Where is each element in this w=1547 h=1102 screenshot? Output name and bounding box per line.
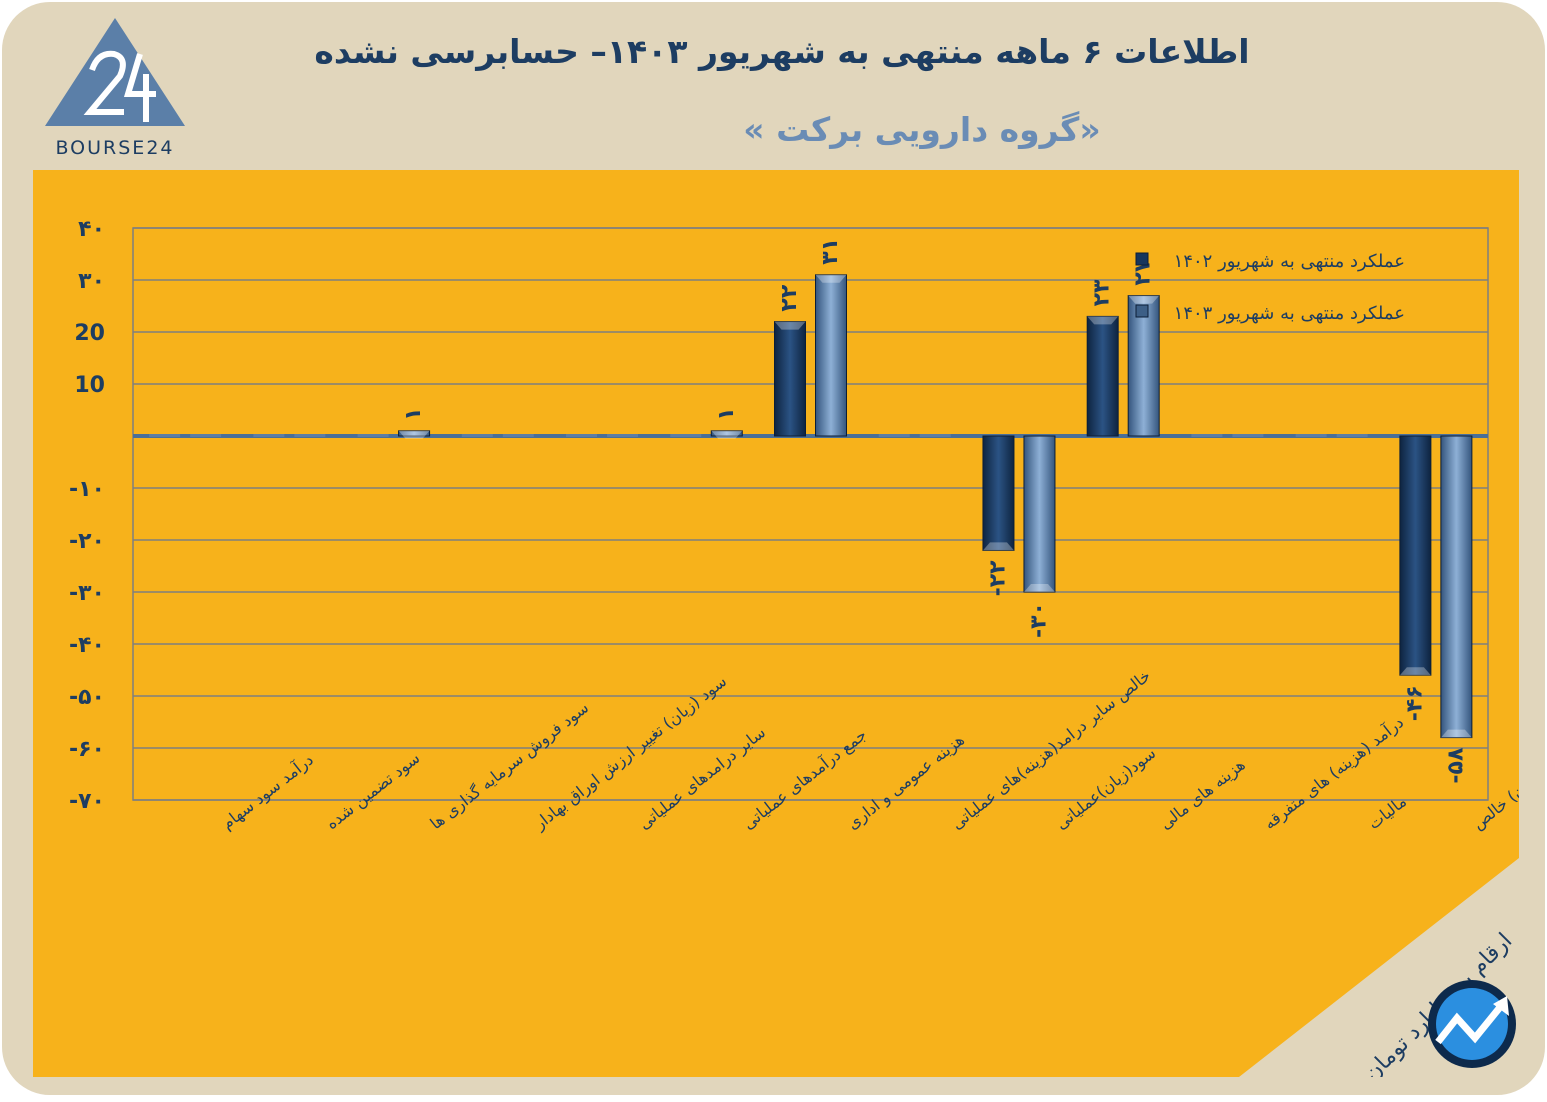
chart-trend-icon (1428, 980, 1516, 1068)
legend-label: عملکرد منتهی به شهریور ۱۴۰۲ (1174, 251, 1405, 272)
data-label: -۳۰ (1026, 602, 1051, 638)
bar (190, 434, 222, 437)
logo-four-glyph (123, 53, 156, 122)
bar (294, 434, 326, 437)
bar (398, 430, 431, 437)
logo-two-glyph (83, 50, 126, 115)
bar (878, 434, 910, 437)
bar-bevel (982, 542, 1014, 551)
bar (1086, 315, 1119, 437)
bar (774, 321, 806, 437)
y-tick-label: -۶۰ (69, 737, 105, 762)
bar (1336, 434, 1368, 437)
bar (982, 435, 1015, 551)
bar (1440, 435, 1473, 739)
bar-bevel (815, 274, 847, 283)
data-label: -۴۶ (1402, 685, 1427, 721)
y-tick-label: ۴۰ (78, 217, 105, 242)
legend-marker (1135, 304, 1149, 318)
y-tick-label: -۲۰ (69, 529, 105, 554)
data-label: -۲۲ (985, 560, 1010, 597)
bar-bevel (1087, 316, 1119, 325)
bar-bevel (1128, 295, 1160, 304)
data-label: ۱ (401, 407, 426, 420)
plot-area (132, 227, 1489, 801)
bar-bevel (1399, 667, 1431, 676)
data-label: ۳۱ (818, 238, 843, 265)
bar-bevel (774, 321, 806, 330)
page-subtitle: «گروه دارویی برکت » (743, 110, 1101, 149)
legend-marker (1135, 252, 1149, 266)
bar (1023, 435, 1056, 593)
y-tick-label: 20 (74, 321, 105, 346)
bar (1191, 434, 1223, 437)
bar-bevel (398, 430, 430, 439)
bourse24-logo: BOURSE24 (45, 18, 185, 159)
logo-text: BOURSE24 (55, 137, 174, 159)
data-label: -۵۸ (1443, 747, 1468, 784)
bar (502, 434, 534, 437)
bar (461, 434, 493, 437)
bar (815, 274, 847, 437)
y-tick-label: -۴۰ (69, 633, 105, 658)
bar (253, 434, 285, 437)
bar (566, 434, 598, 437)
page-title: اطلاعات ۶ ماهه منتهی به شهریور ۱۴۰۳– حسا… (314, 32, 1250, 71)
bar (919, 434, 951, 437)
bar (357, 434, 389, 437)
y-tick-label: -۷۰ (69, 789, 105, 814)
data-label: ۱ (714, 407, 739, 420)
bar (607, 434, 639, 437)
bar (670, 434, 702, 437)
bar-bevel (1023, 584, 1055, 592)
bar (1399, 435, 1432, 676)
bar (1295, 434, 1327, 437)
bar (149, 434, 181, 437)
bar-bevel (711, 430, 743, 439)
y-tick-label: ۳۰ (78, 269, 105, 294)
y-tick-label: -۳۰ (69, 581, 105, 606)
legend-label: عملکرد منتهی به شهریور ۱۴۰۳ (1174, 303, 1405, 324)
bar (1127, 295, 1160, 437)
y-tick-label: -۵۰ (69, 685, 105, 710)
data-label: ۲۲ (777, 284, 802, 311)
data-label: ۲۳ (1090, 279, 1115, 306)
bar-chart: ۴۰ ۳۰ 20 10 -۱۰ -۲۰ -۳۰ -۴۰ -۵۰ -۶۰ -۷۰ ۲۲ -۲۲ ۲۳ -۴۶… (69, 217, 1519, 1077)
logo-triangle (45, 18, 185, 126)
chart-panel: ۴۰ ۳۰ 20 10 -۱۰ -۲۰ -۳۰ -۴۰ -۵۰ -۶۰ -۷۰ ۲۲ -۲۲ ۲۳ -۴۶… (33, 170, 1519, 1077)
y-tick-label: -۱۰ (69, 477, 105, 502)
bar (1232, 434, 1264, 437)
bar (710, 430, 743, 437)
bar-bevel (1440, 729, 1472, 738)
y-tick-label: 10 (74, 373, 105, 398)
